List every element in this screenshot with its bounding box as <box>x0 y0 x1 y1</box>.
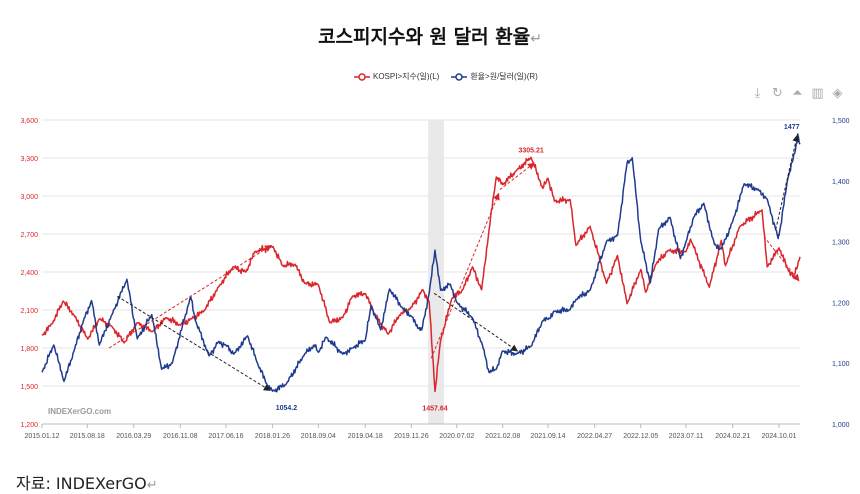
left-axis-tick: 3,300 <box>20 156 38 163</box>
x-axis-tick: 2019.11.26 <box>394 433 429 440</box>
legend-kospi-swatch <box>354 72 370 81</box>
legend-fx-swatch <box>451 72 468 81</box>
annotation-fx-low-2018: 1054.2 <box>276 405 298 412</box>
legend-kospi-label: KOSPI>지수(일)(L) <box>373 72 440 81</box>
trend-arrow <box>433 292 519 352</box>
left-axis-tick: 1,800 <box>20 346 38 353</box>
x-axis-tick: 2022.04.27 <box>577 433 612 440</box>
download-icon[interactable]: ⤓ <box>754 85 761 100</box>
trend-arrow <box>775 134 800 230</box>
source-text: 자료: INDEXerGO <box>16 474 147 493</box>
bar-chart-icon[interactable]: ▥ <box>811 85 824 100</box>
return-mark-title: ↵ <box>530 31 542 47</box>
left-axis-tick: 2,400 <box>20 270 38 277</box>
x-axis-tick: 2015.08.18 <box>70 433 105 440</box>
left-axis-tick: 1,200 <box>20 422 38 429</box>
right-axis-tick: 1,100 <box>832 361 850 368</box>
annotation-kospi-high-2021: 3305.21 <box>518 147 543 154</box>
left-axis-tick: 1,500 <box>20 384 38 391</box>
watermark: INDEXerGO.com <box>48 407 111 416</box>
x-axis-tick: 2016.03.29 <box>116 433 151 440</box>
source-note: 자료: INDEXerGO↵ <box>16 470 158 494</box>
title-text: 코스피지수와 원 달러 환율 <box>318 26 531 48</box>
kospi-series-line <box>41 156 801 393</box>
x-axis-tick: 2017.06.16 <box>208 433 243 440</box>
x-axis-tick: 2020.07.02 <box>439 433 474 440</box>
left-axis-tick: 2,100 <box>20 308 38 315</box>
legend-fx-label: 환율>원/달러(일)(R) <box>470 72 538 81</box>
x-axis-tick: 2023.07.11 <box>669 433 704 440</box>
legend-item-fx[interactable]: 환율>원/달러(일)(R) <box>451 71 538 82</box>
x-axis-tick: 2024.10.01 <box>762 433 797 440</box>
x-axis-tick: 2021.09.14 <box>530 433 565 440</box>
legend: KOSPI>지수(일)(L) 환율>원/달러(일)(R) <box>354 71 538 82</box>
right-axis-tick: 1,300 <box>832 240 850 247</box>
right-axis-tick: 1,000 <box>832 422 850 429</box>
left-axis-tick: 2,700 <box>20 232 38 239</box>
x-axis-tick: 2018.01.26 <box>255 433 290 440</box>
chart-toolbar: ⤓ ↻ ⏶ ▥ ◈ <box>751 86 844 100</box>
right-axis-tick: 1,400 <box>832 179 850 186</box>
x-axis-tick: 2018.09.04 <box>301 433 336 440</box>
x-axis-tick: 2016.11.08 <box>163 433 198 440</box>
left-axis-tick: 3,600 <box>20 118 38 125</box>
trend-arrow <box>108 244 272 349</box>
legend-item-kospi[interactable]: KOSPI>지수(일)(L) <box>354 71 439 82</box>
right-axis-tick: 1,200 <box>832 300 850 307</box>
right-axis-tick: 1,500 <box>832 118 850 125</box>
fx-series-line <box>41 133 801 393</box>
annotation-kospi-low-2020: 1457.64 <box>422 405 447 412</box>
x-axis-tick: 2024.02.21 <box>715 433 750 440</box>
x-axis-tick: 2021.02.08 <box>485 433 520 440</box>
x-axis-tick: 2015.01.12 <box>24 433 59 440</box>
x-axis-tick: 2022.12.05 <box>623 433 658 440</box>
left-axis-tick: 3,000 <box>20 194 38 201</box>
page-title: 코스피지수와 원 달러 환율↵ <box>0 22 860 49</box>
refresh-icon[interactable]: ↻ <box>772 85 783 100</box>
annotation-fx-high-2024: 1477 <box>784 124 800 131</box>
return-mark-source: ↵ <box>146 478 158 493</box>
line-chart-icon[interactable]: ⏶ <box>792 85 803 100</box>
trend-arrow <box>763 236 800 282</box>
x-axis-tick: 2019.04.18 <box>348 433 383 440</box>
layers-icon[interactable]: ◈ <box>832 85 843 100</box>
trend-arrow <box>499 162 535 191</box>
